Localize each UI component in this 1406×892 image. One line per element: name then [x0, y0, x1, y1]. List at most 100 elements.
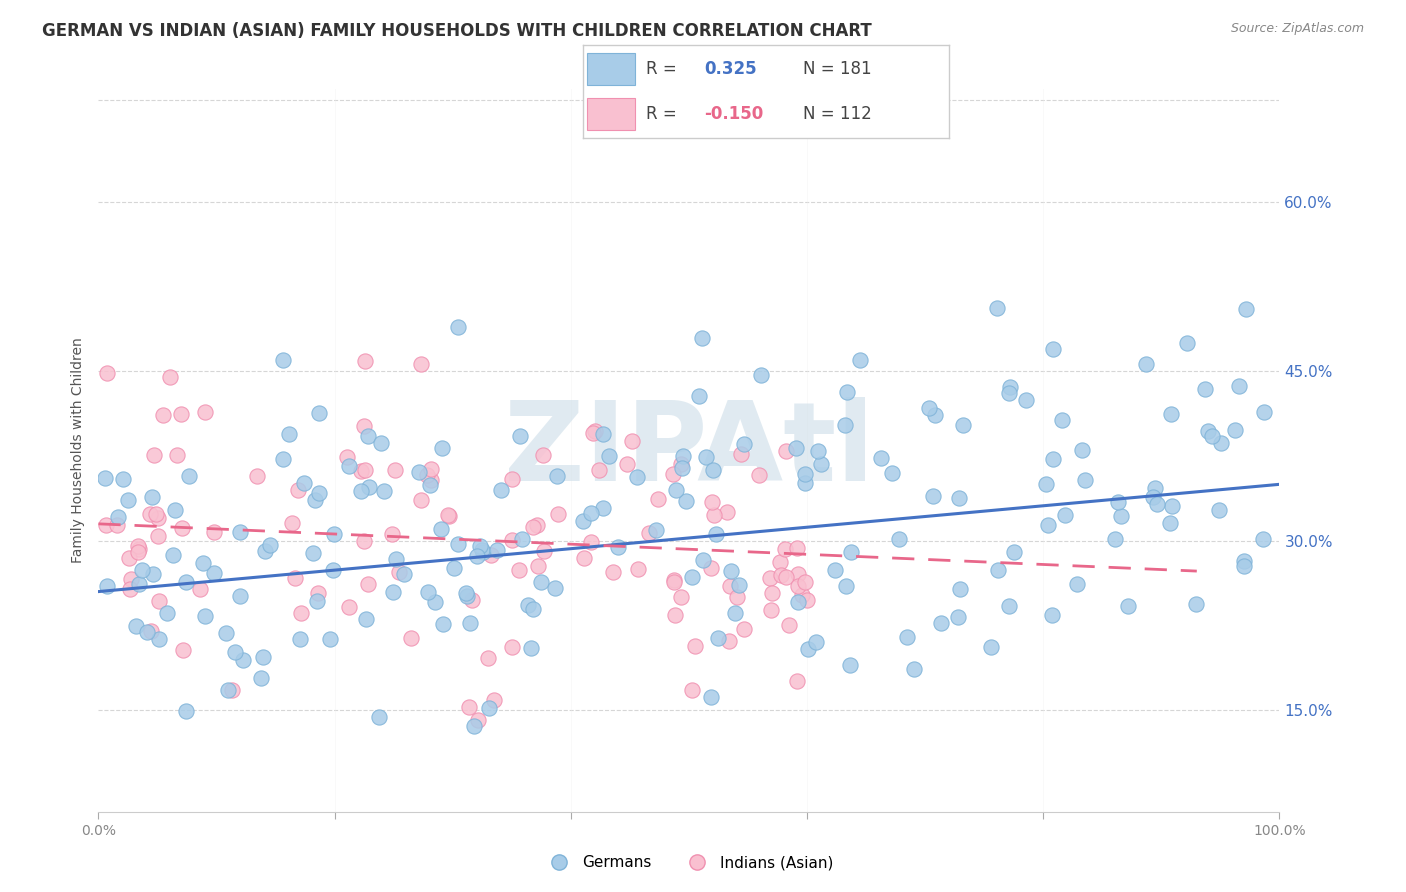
Point: [281, 516, 304, 530]
Point: [436, 508, 458, 522]
Point: [1070, 442, 1092, 457]
Text: GERMAN VS INDIAN (ASIAN) FAMILY HOUSEHOLDS WITH CHILDREN CORRELATION CHART: GERMAN VS INDIAN (ASIAN) FAMILY HOUSEHOL…: [42, 22, 872, 40]
Point: [284, 571, 307, 585]
Point: [94, 471, 117, 485]
Point: [1074, 473, 1097, 487]
Point: [703, 508, 725, 522]
Point: [793, 575, 815, 590]
Point: [616, 457, 638, 471]
Point: [141, 490, 163, 504]
Point: [1146, 497, 1168, 511]
Point: [288, 632, 311, 646]
Text: ZIPAtl: ZIPAtl: [503, 397, 875, 504]
Point: [96, 367, 118, 381]
Point: [582, 426, 605, 441]
Point: [718, 579, 741, 593]
Point: [1042, 342, 1064, 356]
Point: [1208, 503, 1230, 517]
Point: [1050, 413, 1073, 427]
Point: [139, 624, 162, 639]
Point: [835, 578, 858, 592]
Point: [96, 518, 118, 533]
Point: [271, 352, 294, 367]
Point: [924, 408, 946, 422]
Point: [724, 606, 747, 620]
Point: [432, 441, 454, 455]
Point: [170, 407, 193, 421]
Point: [1185, 597, 1208, 611]
Point: [720, 565, 742, 579]
Point: [758, 571, 780, 585]
Point: [948, 610, 970, 624]
Point: [671, 590, 693, 604]
Point: [202, 566, 225, 581]
Point: [626, 470, 648, 484]
Text: -0.150: -0.150: [704, 105, 763, 123]
Point: [952, 417, 974, 432]
Point: [1042, 452, 1064, 467]
Point: [1234, 301, 1257, 316]
Point: [486, 543, 509, 558]
Point: [381, 584, 404, 599]
Point: [142, 567, 165, 582]
Y-axis label: Family Households with Children: Family Households with Children: [70, 337, 84, 564]
Point: [478, 700, 501, 714]
Point: [337, 458, 360, 473]
Point: [156, 606, 179, 620]
Point: [769, 567, 792, 582]
Point: [980, 640, 1002, 654]
Point: [786, 566, 808, 581]
Point: [769, 555, 792, 569]
Point: [749, 368, 772, 383]
Point: [522, 519, 544, 533]
Point: [607, 541, 630, 555]
Point: [544, 581, 567, 595]
Point: [124, 619, 146, 633]
Point: [419, 473, 441, 487]
Point: [692, 552, 714, 566]
Point: [117, 493, 139, 508]
Point: [688, 389, 710, 403]
Point: [700, 495, 723, 509]
Point: [1066, 577, 1088, 591]
Point: [716, 505, 738, 519]
Point: [308, 485, 330, 500]
Point: [471, 542, 494, 557]
Point: [120, 582, 142, 597]
Point: [411, 357, 433, 371]
Point: [350, 483, 373, 498]
Text: R =: R =: [645, 60, 676, 78]
Point: [127, 539, 149, 553]
Point: [730, 446, 752, 460]
Point: [733, 437, 755, 451]
Point: [664, 575, 686, 590]
Point: [319, 632, 342, 646]
Point: [465, 549, 488, 563]
Point: [468, 539, 491, 553]
Point: [794, 475, 817, 490]
Point: [373, 484, 395, 499]
Point: [353, 419, 375, 434]
Point: [174, 704, 197, 718]
Point: [271, 452, 294, 467]
Point: [887, 532, 910, 546]
Point: [188, 582, 211, 596]
Point: [489, 483, 512, 497]
Point: [246, 468, 269, 483]
Point: [1135, 357, 1157, 371]
Point: [748, 467, 770, 482]
Point: [353, 533, 375, 548]
Point: [148, 594, 170, 608]
Point: [409, 492, 432, 507]
Point: [408, 465, 430, 479]
Point: [621, 434, 644, 448]
Point: [215, 626, 238, 640]
Point: [292, 475, 315, 490]
Point: [707, 632, 730, 646]
Point: [1035, 476, 1057, 491]
Point: [176, 574, 198, 589]
Point: [903, 662, 925, 676]
Point: [775, 570, 797, 584]
Point: [896, 630, 918, 644]
Point: [787, 594, 810, 608]
